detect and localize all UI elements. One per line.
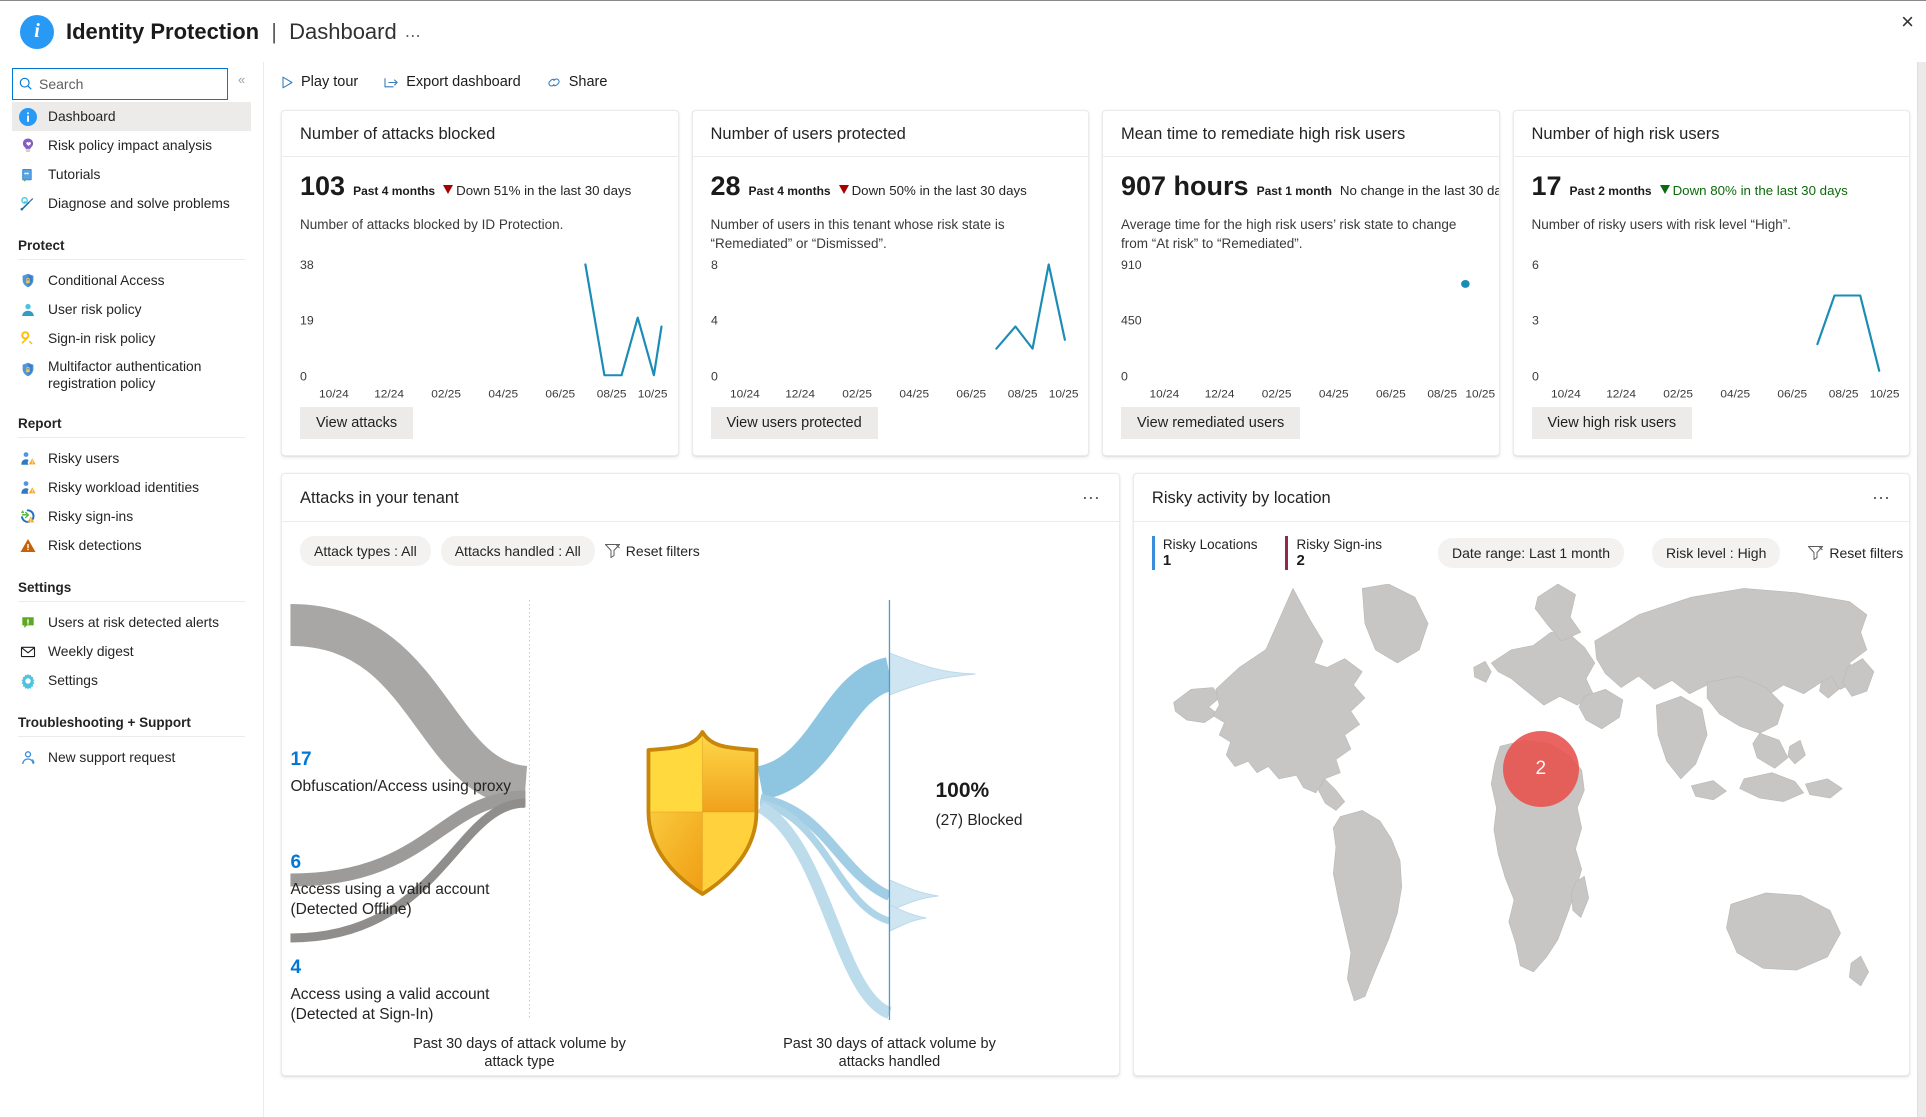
svg-text:10/24: 10/24 bbox=[1150, 389, 1180, 401]
svg-text:attacks handled: attacks handled bbox=[839, 1054, 941, 1070]
svg-text:12/24: 12/24 bbox=[785, 389, 815, 401]
svg-text:10/25: 10/25 bbox=[638, 389, 668, 401]
svg-text:02/25: 02/25 bbox=[1262, 389, 1292, 401]
svg-text:08/25: 08/25 bbox=[1007, 389, 1037, 401]
svg-text:04/25: 04/25 bbox=[1720, 389, 1750, 401]
svg-text:Past 30 days of attack volume: Past 30 days of attack volume by bbox=[413, 1036, 627, 1052]
svg-text:02/25: 02/25 bbox=[431, 389, 461, 401]
svg-text:02/25: 02/25 bbox=[1663, 389, 1693, 401]
svg-text:10/25: 10/25 bbox=[1048, 389, 1078, 401]
svg-text:17: 17 bbox=[290, 749, 311, 770]
svg-text:(Detected Offline): (Detected Offline) bbox=[290, 901, 411, 918]
svg-text:02/25: 02/25 bbox=[842, 389, 872, 401]
svg-text:10/24: 10/24 bbox=[319, 389, 349, 401]
svg-text:0: 0 bbox=[1121, 370, 1128, 383]
svg-text:08/25: 08/25 bbox=[1427, 389, 1457, 401]
svg-text:12/24: 12/24 bbox=[1606, 389, 1636, 401]
svg-text:4: 4 bbox=[711, 314, 718, 327]
svg-text:12/24: 12/24 bbox=[374, 389, 404, 401]
svg-text:6: 6 bbox=[290, 852, 301, 873]
svg-text:10/25: 10/25 bbox=[1465, 389, 1495, 401]
svg-text:Obfuscation/Access using proxy: Obfuscation/Access using proxy bbox=[290, 778, 511, 795]
svg-text:0: 0 bbox=[300, 370, 307, 383]
svg-text:8: 8 bbox=[711, 258, 718, 271]
svg-text:(Detected at Sign-In): (Detected at Sign-In) bbox=[290, 1006, 433, 1023]
svg-text:19: 19 bbox=[300, 314, 314, 327]
svg-text:06/25: 06/25 bbox=[1376, 389, 1406, 401]
svg-text:10/24: 10/24 bbox=[1551, 389, 1581, 401]
svg-text:08/25: 08/25 bbox=[597, 389, 627, 401]
svg-text:450: 450 bbox=[1121, 314, 1142, 327]
svg-text:4: 4 bbox=[290, 957, 301, 978]
svg-text:6: 6 bbox=[1532, 258, 1539, 271]
svg-text:04/25: 04/25 bbox=[488, 389, 518, 401]
svg-text:Access using a valid account: Access using a valid account bbox=[290, 881, 490, 898]
svg-text:Access using a valid account: Access using a valid account bbox=[290, 986, 490, 1003]
svg-text:06/25: 06/25 bbox=[545, 389, 575, 401]
svg-text:100%: 100% bbox=[935, 779, 989, 802]
svg-text:3: 3 bbox=[1532, 314, 1539, 327]
svg-text:(27) Blocked: (27) Blocked bbox=[935, 812, 1022, 829]
svg-text:0: 0 bbox=[711, 370, 718, 383]
svg-text:38: 38 bbox=[300, 258, 314, 271]
svg-text:0: 0 bbox=[1532, 370, 1539, 383]
svg-text:08/25: 08/25 bbox=[1828, 389, 1858, 401]
svg-text:12/24: 12/24 bbox=[1205, 389, 1235, 401]
svg-text:06/25: 06/25 bbox=[1777, 389, 1807, 401]
svg-text:910: 910 bbox=[1121, 258, 1142, 271]
svg-text:06/25: 06/25 bbox=[956, 389, 986, 401]
svg-text:attack type: attack type bbox=[484, 1054, 554, 1070]
svg-text:10/24: 10/24 bbox=[730, 389, 760, 401]
svg-text:10/25: 10/25 bbox=[1869, 389, 1899, 401]
svg-text:04/25: 04/25 bbox=[1319, 389, 1349, 401]
svg-text:Past 30 days of attack volume: Past 30 days of attack volume by bbox=[783, 1036, 997, 1052]
svg-text:04/25: 04/25 bbox=[899, 389, 929, 401]
